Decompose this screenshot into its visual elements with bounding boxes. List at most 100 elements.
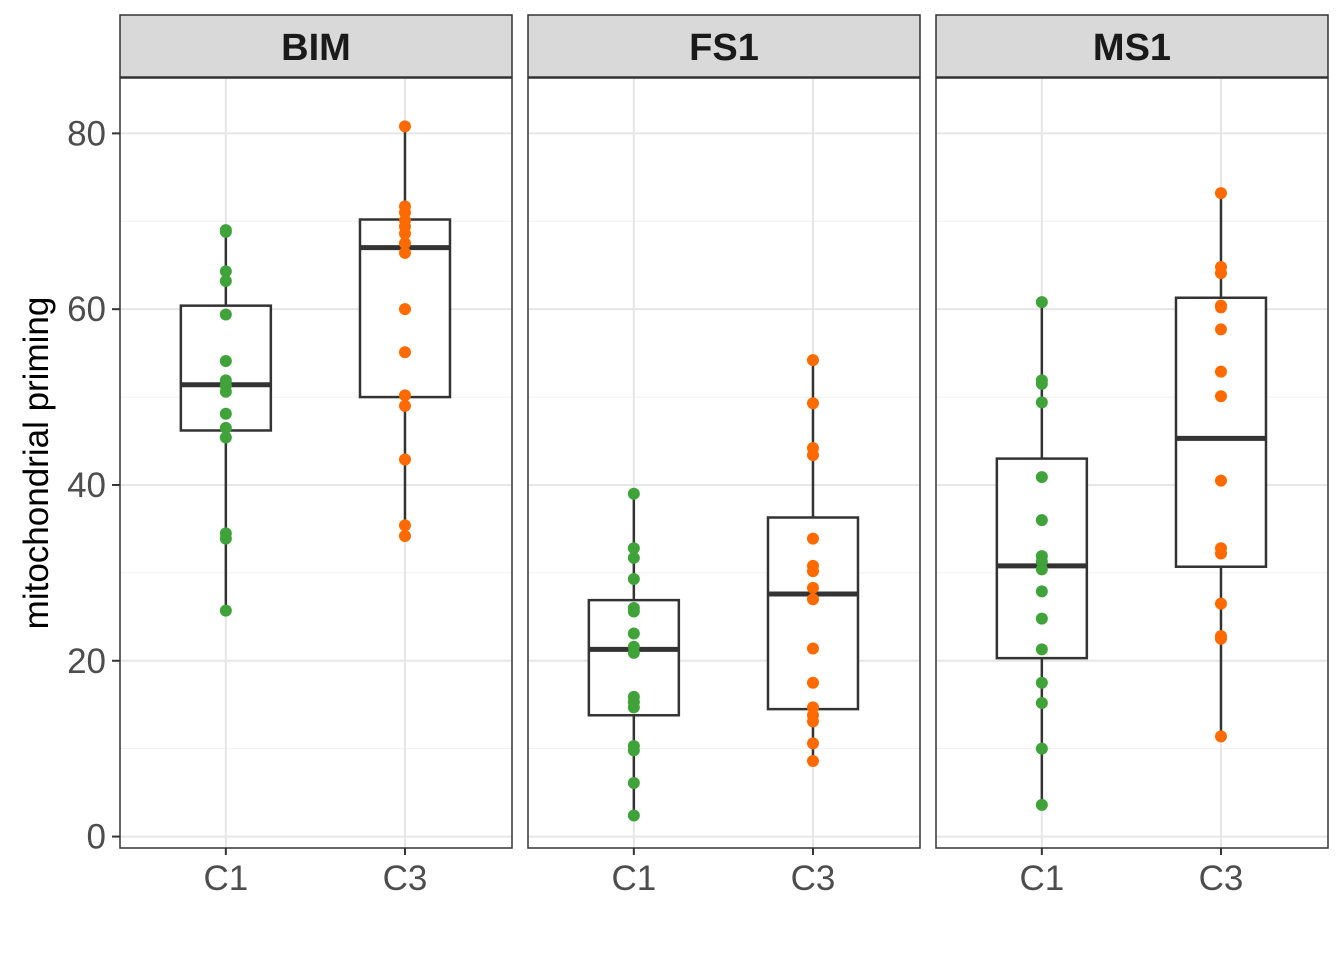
data-point [627,776,640,789]
data-point [219,407,232,420]
data-point [1214,187,1227,200]
data-point [219,385,232,398]
data-point [806,449,819,462]
y-tick-label: 20 [67,642,106,681]
data-point [1214,267,1227,280]
y-axis: 0 20 40 60 80 [67,114,120,857]
box [1174,296,1268,568]
data-point [219,355,232,368]
x-tick-label: C3 [383,859,428,898]
panels: BIM C1 C3 FS1 C1 C3 MS1 C1 C3 [119,14,1329,898]
panel-border [119,77,513,849]
data-point [1214,390,1227,403]
data-point [398,399,411,412]
data-point [806,532,819,545]
box [995,457,1089,660]
data-point [1035,563,1048,576]
data-point [1214,597,1227,610]
data-point [1035,798,1048,811]
data-point [627,646,640,659]
group-c3 [1174,187,1268,743]
panel-background [936,78,1328,848]
facet-strip [119,14,513,78]
data-point [806,593,819,606]
data-point [806,737,819,750]
data-point [627,542,640,555]
data-point [1214,632,1227,645]
y-tick-label: 0 [87,818,106,857]
data-point [1035,676,1048,689]
data-point [627,627,640,640]
x-tick-label: C3 [791,859,836,898]
data-point [806,581,819,594]
data-point [398,227,411,240]
y-tick-label: 60 [67,290,106,329]
facet-label: FS1 [689,27,759,69]
panel-fs1: FS1 C1 C3 [527,14,921,898]
data-point [398,529,411,542]
group-c3 [358,120,452,542]
data-point [398,453,411,466]
data-point [1035,471,1048,484]
panel-background [120,78,512,848]
x-tick-label: C1 [611,859,656,898]
data-point [806,642,819,655]
data-point [1035,514,1048,527]
x-tick-label: C1 [203,859,248,898]
data-point [219,532,232,545]
data-point [1214,730,1227,743]
data-point [398,389,411,402]
x-tick-label: C3 [1199,859,1244,898]
data-point [806,397,819,410]
data-point [1035,643,1048,656]
y-tick-label: 40 [67,466,106,505]
data-point [1214,547,1227,560]
data-point [219,225,232,238]
facet-label: BIM [281,27,351,69]
data-point [806,676,819,689]
group-c1 [179,224,273,617]
data-point [398,346,411,359]
data-point [1214,365,1227,378]
data-point [398,237,411,250]
data-point [398,120,411,133]
data-point [219,308,232,321]
facet-strip [527,14,921,78]
data-point [627,605,640,618]
facet-strip [935,14,1329,78]
data-point [806,354,819,367]
data-point [627,809,640,822]
panel-background [528,78,920,848]
y-tick-label: 80 [67,114,106,153]
data-point [1035,296,1048,309]
data-point [1035,585,1048,598]
data-point [219,265,232,278]
data-point [219,431,232,444]
data-point [398,246,411,259]
data-point [1035,696,1048,709]
data-point [627,487,640,500]
data-point [1035,377,1048,390]
data-point [806,715,819,728]
panel-bim: BIM C1 C3 [119,14,513,898]
data-point [627,744,640,757]
data-point [1214,323,1227,336]
data-point [806,565,819,578]
data-point [398,303,411,316]
data-point [627,701,640,714]
data-point [219,275,232,288]
data-point [627,573,640,586]
data-point [1214,301,1227,314]
facet-label: MS1 [1093,27,1171,69]
data-point [1035,396,1048,409]
panel-ms1: MS1 C1 C3 [935,14,1329,898]
panel-border [527,77,921,849]
group-c1 [587,487,681,822]
data-point [806,754,819,767]
data-point [219,421,232,434]
data-point [1035,612,1048,625]
data-point [1214,474,1227,487]
panel-border [935,77,1329,849]
group-c3 [766,354,860,767]
